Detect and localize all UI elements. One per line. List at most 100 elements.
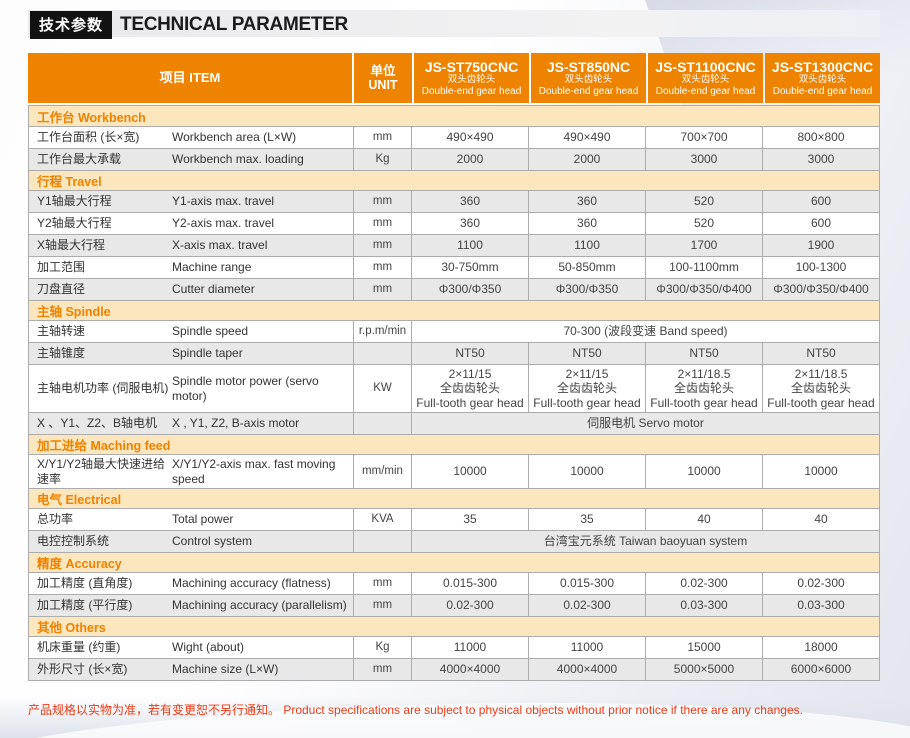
row-label: X 、Y1、Z2、B轴电机 X , Y1, Z2, B-axis motor xyxy=(29,413,353,434)
row-unit: mm xyxy=(353,191,411,212)
row-value: 10000 xyxy=(411,455,528,488)
model-subtitle-en: Double-end gear head xyxy=(655,85,756,97)
row-value: NT50 xyxy=(645,343,762,364)
row-label-cn: 主轴电机功率 (伺服电机) xyxy=(37,381,169,396)
row-value: 35 xyxy=(411,508,528,530)
row-value: 35 xyxy=(528,508,645,530)
title-background-band xyxy=(28,10,880,37)
row-unit: mm xyxy=(353,127,411,148)
row-label-cn: X 、Y1、Z2、B轴电机 xyxy=(37,416,158,431)
row-unit: mm xyxy=(353,213,411,234)
row-value-span: 70-300 (波段变速 Band speed) xyxy=(411,321,879,342)
row-label: 加工精度 (平行度) Machining accuracy (paralleli… xyxy=(29,595,353,616)
row-value: 360 xyxy=(528,191,645,212)
page-title: 技术参数 TECHNICAL PARAMETER xyxy=(30,11,348,39)
section-label: 加工进给 Maching feed xyxy=(37,439,171,454)
table-body: 工作台 Workbench 工作台面积 (长×宽) Workbench area… xyxy=(28,105,880,681)
row-label-cn: 工作台最大承载 xyxy=(37,152,122,167)
table-row: Y2轴最大行程 Y2-axis max. travel mm 360 360 5… xyxy=(29,212,879,234)
row-value: 0.02-300 xyxy=(528,594,645,616)
section-row-others: 其他 Others xyxy=(29,615,879,636)
row-label-en: Machine size (L×W) xyxy=(172,662,279,677)
row-unit xyxy=(353,413,411,435)
row-value: Φ300/Φ350/Φ400 xyxy=(762,279,879,300)
row-value: 6000×6000 xyxy=(762,658,879,680)
row-value: 600 xyxy=(762,191,879,212)
row-value: 40 xyxy=(762,508,879,530)
row-label: 刀盘直径 Cutter diameter xyxy=(29,279,353,300)
row-value: Φ300/Φ350/Φ400 xyxy=(645,279,762,300)
table-row: 外形尺寸 (长×宽) Machine size (L×W) mm 4000×40… xyxy=(29,657,879,680)
row-value: 100-1100mm xyxy=(645,257,762,278)
row-label: Y2轴最大行程 Y2-axis max. travel xyxy=(29,213,353,234)
model-subtitle-cn: 双头齿轮头 xyxy=(798,73,847,85)
row-value: 0.02-300 xyxy=(762,572,879,594)
unit-header-en: UNIT xyxy=(368,78,398,92)
model-subtitle-en: Double-end gear head xyxy=(421,85,522,97)
row-label-cn: 工作台面积 (长×宽) xyxy=(37,130,140,145)
row-unit xyxy=(353,530,411,552)
row-label-en: Spindle motor power (servo motor) xyxy=(172,374,319,403)
row-value: 0.03-300 xyxy=(645,594,762,616)
table-row: X 、Y1、Z2、B轴电机 X , Y1, Z2, B-axis motor 伺… xyxy=(29,412,879,435)
row-value: 1100 xyxy=(528,235,645,256)
row-value: 1900 xyxy=(762,235,879,256)
row-value: 1700 xyxy=(645,235,762,256)
model-name: JS-ST850NC xyxy=(546,58,631,75)
row-label: 主轴转速 Spindle speed xyxy=(29,321,353,342)
model-column-header: JS-ST1100CNC 双头齿轮头 Double-end gear head xyxy=(648,53,763,103)
row-unit: mm xyxy=(353,279,411,300)
table-row: 主轴锥度 Spindle taper NT50 NT50 NT50 NT50 xyxy=(29,342,879,364)
section-row-maching-feed: 加工进给 Maching feed xyxy=(29,434,879,455)
table-row: 主轴转速 Spindle speed r.p.m/min 70-300 (波段变… xyxy=(29,320,879,342)
row-unit: KVA xyxy=(353,508,411,530)
row-value: 11000 xyxy=(528,636,645,658)
table-row: 工作台面积 (长×宽) Workbench area (L×W) mm 490×… xyxy=(29,126,879,148)
row-value: 0.02-300 xyxy=(411,594,528,616)
row-label-en: Cutter diameter xyxy=(172,282,255,297)
row-label-en: Wight (about) xyxy=(172,640,245,655)
model-column-header: JS-ST750CNC 双头齿轮头 Double-end gear head xyxy=(414,53,529,103)
model-subtitle-cn: 双头齿轮头 xyxy=(564,73,613,85)
row-label-en: Workbench max. loading xyxy=(172,152,304,167)
row-value: 360 xyxy=(411,191,528,212)
model-subtitle-cn: 双头齿轮头 xyxy=(447,73,496,85)
row-label-cn: 加工范围 xyxy=(37,260,86,275)
row-label-cn: Y2轴最大行程 xyxy=(37,216,112,231)
row-unit: r.p.m/min xyxy=(353,321,411,342)
row-value: NT50 xyxy=(528,343,645,364)
row-value: 3000 xyxy=(645,149,762,170)
model-name: JS-ST1300CNC xyxy=(771,58,874,75)
row-value: 360 xyxy=(528,213,645,234)
row-label-cn: 主轴转速 xyxy=(37,324,86,339)
technical-parameter-table: 项目 ITEM 单位 UNIT JS-ST750CNC 双头齿轮头 Double… xyxy=(28,53,880,681)
footer-note: 产品规格以实物为准，若有变更恕不另行通知。 Product specificat… xyxy=(28,703,803,717)
row-label-en: Machining accuracy (flatness) xyxy=(172,576,331,591)
row-value: 11000 xyxy=(411,636,528,658)
row-value: 100-1300 xyxy=(762,257,879,278)
row-unit: mm xyxy=(353,594,411,616)
row-value: 30-750mm xyxy=(411,257,528,278)
model-column-header: JS-ST1300CNC 双头齿轮头 Double-end gear head xyxy=(765,53,880,103)
row-label-en: X , Y1, Z2, B-axis motor xyxy=(172,416,300,431)
row-label-en: X/Y1/Y2-axis max. fast moving speed xyxy=(172,457,336,486)
row-value: 0.02-300 xyxy=(645,572,762,594)
table-row: 机床重量 (约重) Wight (about) Kg 11000 11000 1… xyxy=(29,635,879,658)
row-label-cn: X轴最大行程 xyxy=(37,238,106,253)
row-unit: Kg xyxy=(353,636,411,658)
unit-header-cn: 单位 xyxy=(370,63,396,78)
row-label: Y1轴最大行程 Y1-axis max. travel xyxy=(29,191,353,212)
row-value: 4000×4000 xyxy=(411,658,528,680)
row-value-span: 台湾宝元系统 Taiwan baoyuan system xyxy=(411,530,879,552)
row-label: 主轴电机功率 (伺服电机) Spindle motor power (servo… xyxy=(29,365,353,412)
row-label-cn: 外形尺寸 (长×宽) xyxy=(37,662,128,677)
row-label: 加工精度 (直角度) Machining accuracy (flatness) xyxy=(29,573,353,594)
table-row: X轴最大行程 X-axis max. travel mm 1100 1100 1… xyxy=(29,234,879,256)
row-value: 40 xyxy=(645,508,762,530)
row-unit: Kg xyxy=(353,149,411,170)
row-label: 机床重量 (约重) Wight (about) xyxy=(29,637,353,658)
row-unit: mm xyxy=(353,235,411,256)
section-row-accuracy: 精度 Accuracy xyxy=(29,551,879,572)
row-value: Φ300/Φ350 xyxy=(411,279,528,300)
row-label-cn: 机床重量 (约重) xyxy=(37,640,121,655)
